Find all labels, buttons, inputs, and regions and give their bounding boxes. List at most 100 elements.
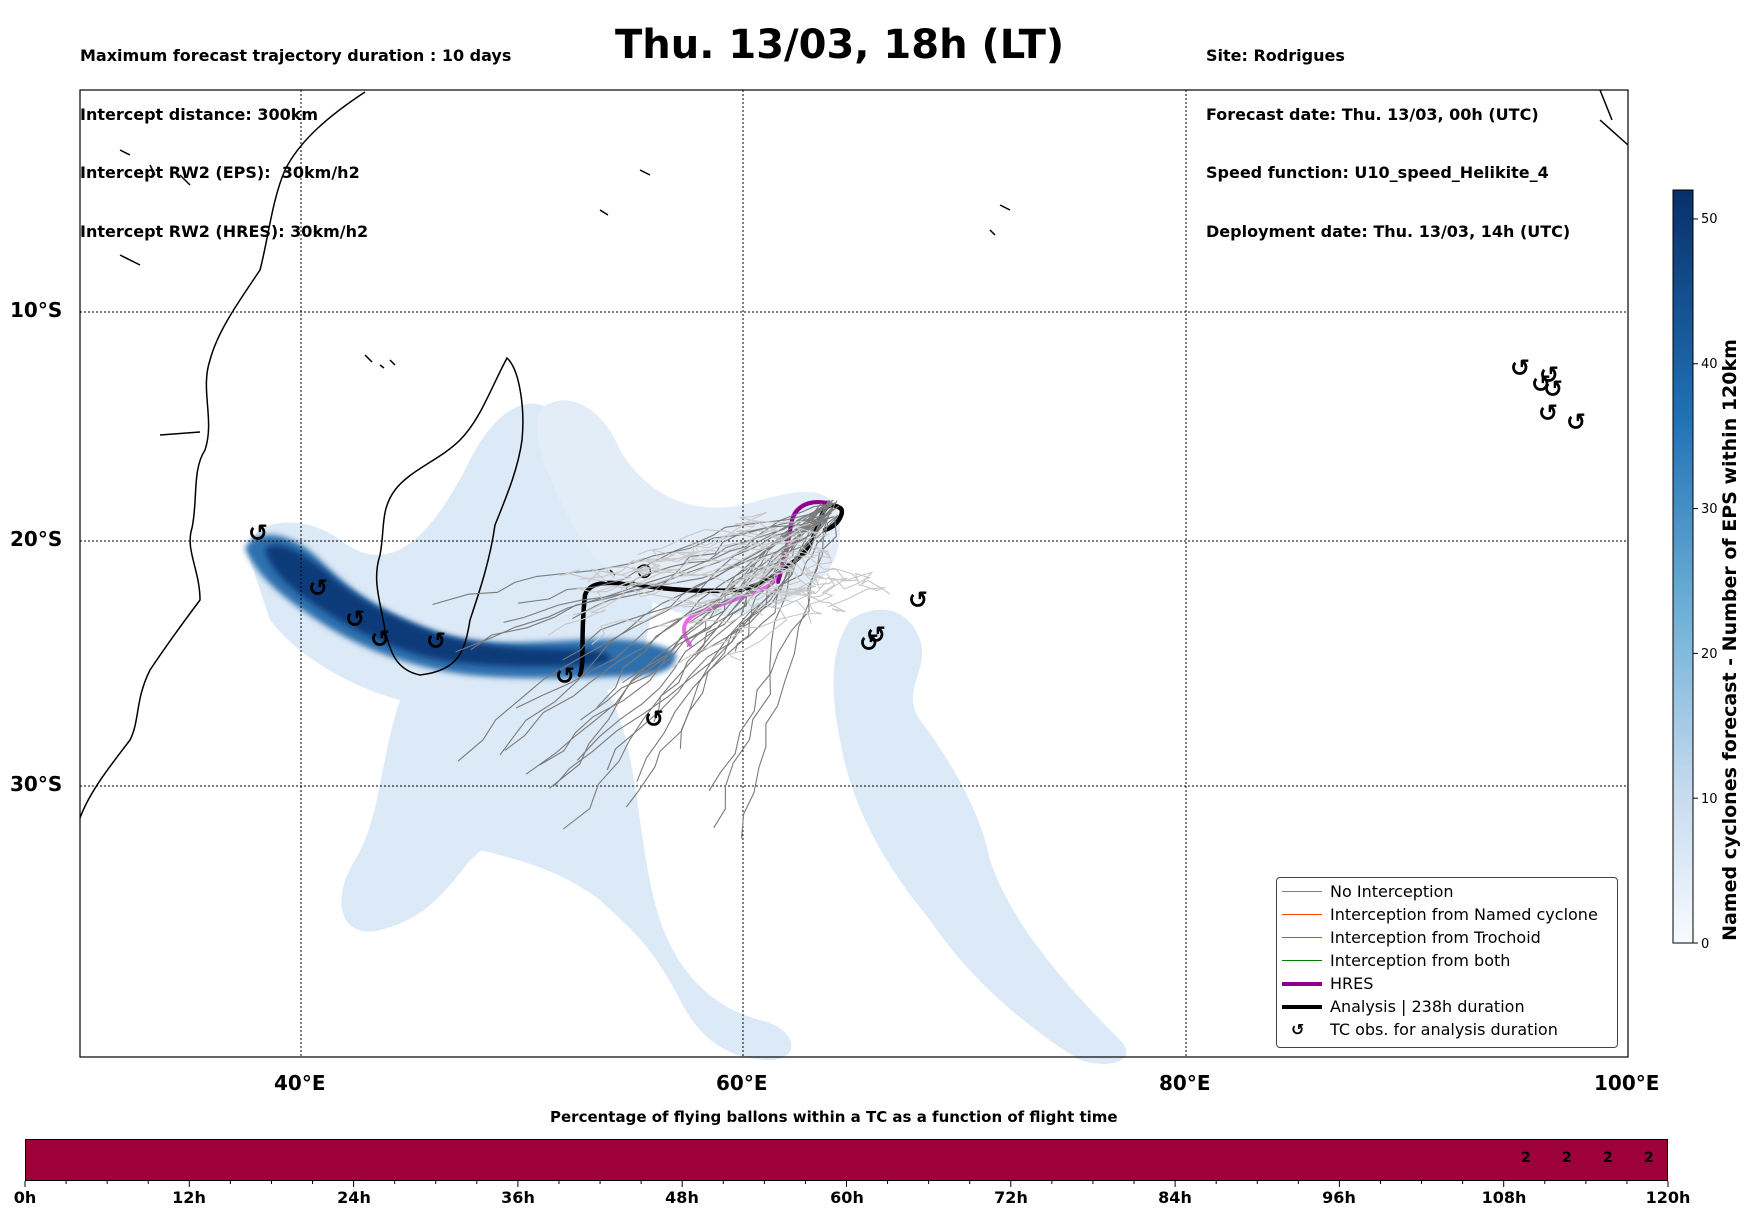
- track-no-interception-light: [637, 529, 830, 556]
- flight-bar-title: Percentage of flying ballons within a TC…: [550, 1108, 1118, 1126]
- lon-label-60e: 60°E: [716, 1071, 768, 1095]
- colorbar-tick-label: 50: [1701, 212, 1718, 227]
- legend-label: HRES: [1330, 974, 1374, 993]
- header-line: Speed function: U10_speed_Helikite_4: [1206, 163, 1549, 182]
- legend-line: [1282, 960, 1322, 961]
- track-no-interception-light: [700, 571, 828, 613]
- legend-label: Interception from Named cyclone: [1330, 905, 1598, 924]
- lat-label-20s: 20°S: [10, 527, 63, 551]
- track-no-interception-light: [672, 573, 836, 668]
- track-no-interception-light: [632, 575, 775, 605]
- track-no-interception-light: [681, 540, 833, 608]
- density-swath-east: [833, 609, 1127, 1064]
- track-no-interception: [696, 502, 833, 655]
- madagascar-coast: [375, 356, 524, 676]
- tc-spiral-icon: ↺: [426, 627, 446, 655]
- track-no-interception: [432, 517, 831, 606]
- header-line: Deployment date: Thu. 13/03, 14h (UTC): [1206, 221, 1571, 241]
- density-swaths: [248, 400, 1127, 1064]
- track-no-interception: [708, 518, 837, 792]
- tc-spiral-icon: ↺: [1531, 370, 1551, 398]
- track-no-interception: [457, 502, 833, 762]
- track-no-interception-light: [591, 562, 794, 646]
- track-no-interception: [625, 502, 836, 590]
- track-no-interception: [455, 504, 830, 653]
- flight-bar-cell-value: 2: [1644, 1150, 1654, 1166]
- tc-spiral-icon: ↺: [1510, 354, 1530, 382]
- legend-label: No Interception: [1330, 882, 1454, 901]
- colorbar-tick-label: 20: [1701, 647, 1718, 662]
- track-no-interception-light: [795, 562, 886, 608]
- graticule: [80, 90, 1628, 1057]
- colorbar-tick-label: 10: [1701, 792, 1718, 807]
- map-legend: No Interception Interception from Named …: [1276, 877, 1618, 1048]
- legend-line: [1282, 937, 1322, 938]
- flight-bar-tick-label: 36h: [501, 1188, 535, 1207]
- map-title: Thu. 13/03, 18h (LT): [615, 22, 1065, 68]
- legend-item-tc-obs: ↺ TC obs. for analysis duration: [1277, 1019, 1617, 1041]
- tc-spiral-icon: ↺: [644, 705, 664, 733]
- track-no-interception-light: [724, 576, 816, 662]
- comoros-islands: [364, 354, 396, 369]
- legend-item-analysis: Analysis | 238h duration: [1277, 996, 1617, 1018]
- flight-bar-tick-label: 60h: [830, 1188, 864, 1207]
- tc-spiral-icon: ↺: [1539, 361, 1559, 389]
- ensemble-tracks: [432, 499, 891, 839]
- africa-coast: [79, 91, 366, 819]
- track-no-interception: [625, 516, 838, 808]
- track-no-interception: [518, 502, 836, 604]
- tc-spiral-icon: ↺: [1291, 1020, 1305, 1039]
- legend-line: [1282, 891, 1322, 892]
- flight-bar-tick-label: 24h: [337, 1188, 371, 1207]
- track-no-interception-light: [688, 550, 833, 629]
- colorbar-tick-label: 40: [1701, 357, 1718, 372]
- north-islands: [119, 89, 1629, 436]
- track-no-interception-light: [802, 558, 891, 595]
- flight-bar-cell-value: 2: [1521, 1150, 1531, 1166]
- header-line: Maximum forecast trajectory duration : 1…: [80, 46, 512, 65]
- legend-line: [1282, 982, 1322, 986]
- header-line: Site: Rodrigues: [1206, 46, 1345, 65]
- track-no-interception-light: [572, 563, 788, 616]
- tc-spiral-icon: ↺: [248, 519, 268, 547]
- legend-label: TC obs. for analysis duration: [1330, 1020, 1558, 1039]
- colorbar-tick-label: 30: [1701, 502, 1718, 517]
- flight-bar-tick-label: 84h: [1158, 1188, 1192, 1207]
- flight-bar: [25, 1139, 1668, 1181]
- legend-item-hres: HRES: [1277, 973, 1617, 995]
- colorbar-title: Named cyclones forecast - Number of EPS …: [1719, 339, 1741, 941]
- lat-label-30s: 30°S: [10, 772, 63, 796]
- header-line: Intercept RW2 (EPS): 30km/h2: [80, 163, 360, 182]
- header-info-right: Site: Rodrigues Forecast date: Thu. 13/0…: [1206, 7, 1570, 261]
- density-core-dark: [265, 545, 611, 667]
- tc-spiral-icon: ↺: [859, 629, 879, 657]
- flight-bar-cell-value: 2: [1603, 1150, 1613, 1166]
- tc-spiral-icon: ↺: [308, 574, 328, 602]
- density-swath-north: [537, 400, 840, 617]
- legend-item-named-cyclone: Interception from Named cyclone: [1277, 904, 1617, 926]
- density-swath-south: [469, 620, 792, 1060]
- header-info-left: Maximum forecast trajectory duration : 1…: [80, 7, 511, 261]
- track-no-interception-light: [547, 557, 766, 636]
- tc-observations: ↺↺↺↺ ↺↺↺↺↺↺↺↺↺↺↺ ↺: [248, 354, 1586, 733]
- tc-spiral-icon: ↺: [908, 586, 928, 614]
- colorbar-tick-label: 0: [1701, 937, 1710, 952]
- lon-label-40e: 40°E: [274, 1071, 326, 1095]
- track-no-interception-light: [753, 551, 812, 624]
- flight-bar-cell-value: 2: [1562, 1150, 1572, 1166]
- tc-spiral-icon: ↺: [1566, 408, 1586, 436]
- track-no-interception: [596, 504, 830, 708]
- lon-label-100e: 100°E: [1594, 1071, 1660, 1095]
- tc-spiral-icon: ↺: [1538, 399, 1558, 427]
- track-no-interception-light: [695, 522, 820, 598]
- flight-bar-tick-label: 108h: [1481, 1188, 1527, 1207]
- flight-bar-tick-label: 120h: [1645, 1188, 1691, 1207]
- legend-item-both: Interception from both: [1277, 950, 1617, 972]
- track-no-interception: [499, 511, 821, 756]
- tc-spiral-icon: ↺: [1543, 375, 1563, 403]
- track-no-interception: [734, 514, 839, 652]
- track-no-interception-light: [579, 527, 802, 580]
- tc-spiral-icon: ↺: [370, 625, 390, 653]
- density-core: [245, 534, 676, 679]
- colorbar-ticks: [1693, 218, 1698, 944]
